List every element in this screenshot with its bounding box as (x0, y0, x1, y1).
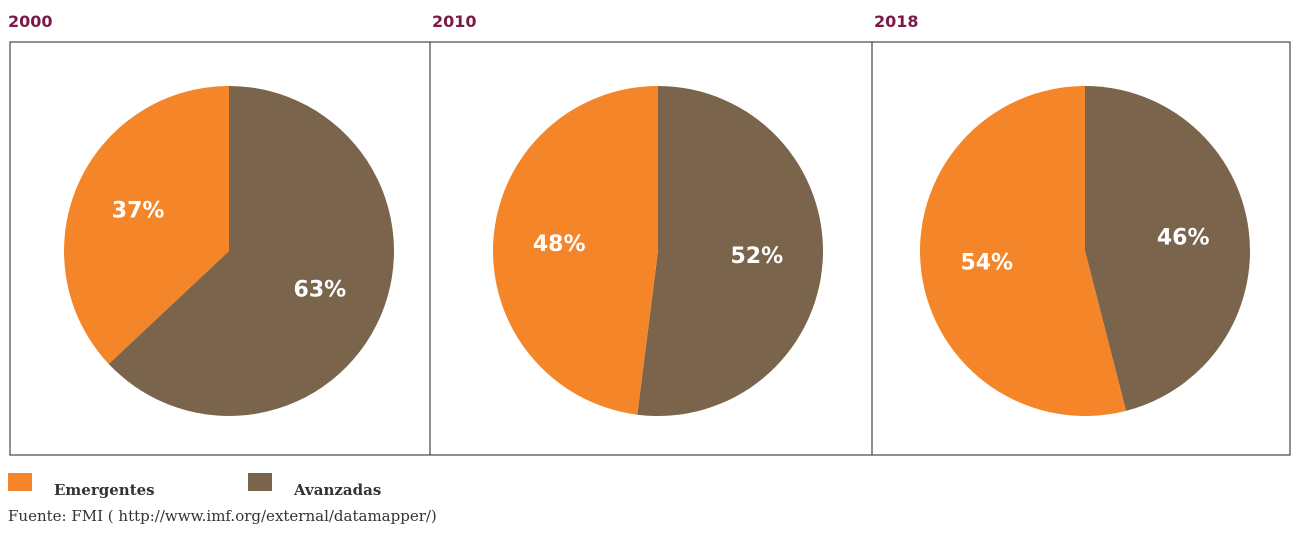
pie-slice (919, 86, 1127, 416)
chart-title: 2018 (874, 12, 919, 31)
chart-title: 2010 (432, 12, 477, 31)
pie-slice (637, 86, 824, 416)
source: Fuente: FMI ( http://www.imf.org/externa… (8, 507, 437, 525)
value-label: 52% (730, 244, 783, 269)
chart-title: 2000 (8, 12, 53, 31)
value-label: 48% (533, 232, 586, 257)
pie-slice (108, 86, 394, 417)
pie-slice (493, 86, 658, 415)
legend-label: Avanzadas (293, 481, 381, 499)
value-label: 63% (294, 277, 347, 302)
legend-label: Emergentes (54, 481, 155, 499)
value-label: 46% (1157, 226, 1210, 251)
legend-swatch (248, 473, 272, 491)
value-label: 54% (960, 250, 1013, 275)
legend-swatch (8, 473, 32, 491)
value-label: 37% (112, 199, 165, 224)
pie-slice (1085, 86, 1250, 411)
frame (9, 41, 1291, 456)
pie-slice (63, 86, 230, 364)
